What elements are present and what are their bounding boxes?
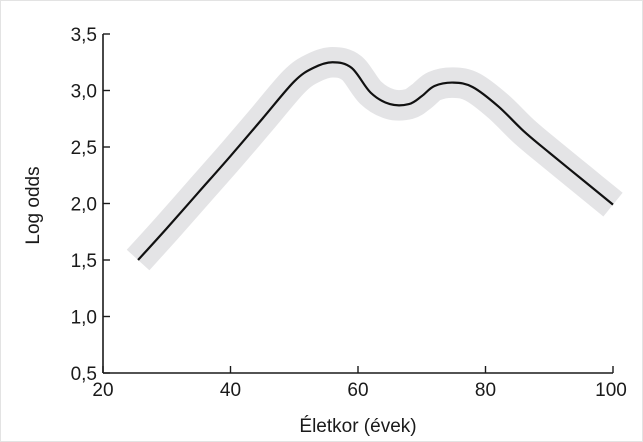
y-tick-label: 3,0 bbox=[71, 82, 97, 103]
tick-layer: 0,5 1,0 1,5 2,0 2,5 3,0 3,5 20 40 60 80 100 bbox=[71, 25, 627, 401]
x-tick-label: 40 bbox=[220, 380, 241, 401]
y-tick-label: 3,5 bbox=[71, 25, 97, 46]
y-tick-label: 2,5 bbox=[71, 138, 97, 159]
x-tick-label: 20 bbox=[92, 380, 113, 401]
x-axis-title: Életkor (évek) bbox=[299, 416, 416, 437]
y-tick-label: 1,5 bbox=[71, 251, 97, 272]
x-tick-label: 60 bbox=[347, 380, 368, 401]
y-tick-label: 1,0 bbox=[71, 308, 97, 329]
x-tick-label: 100 bbox=[595, 380, 627, 401]
x-tick-label: 80 bbox=[475, 380, 496, 401]
y-tick-label: 0,5 bbox=[71, 364, 97, 385]
confidence-band-layer bbox=[126, 47, 623, 271]
confidence-band bbox=[126, 47, 623, 271]
series-line-layer bbox=[137, 61, 614, 261]
y-axis-title: Log odds bbox=[23, 166, 44, 244]
y-tick-label: 2,0 bbox=[71, 195, 97, 216]
series-line bbox=[137, 61, 614, 261]
